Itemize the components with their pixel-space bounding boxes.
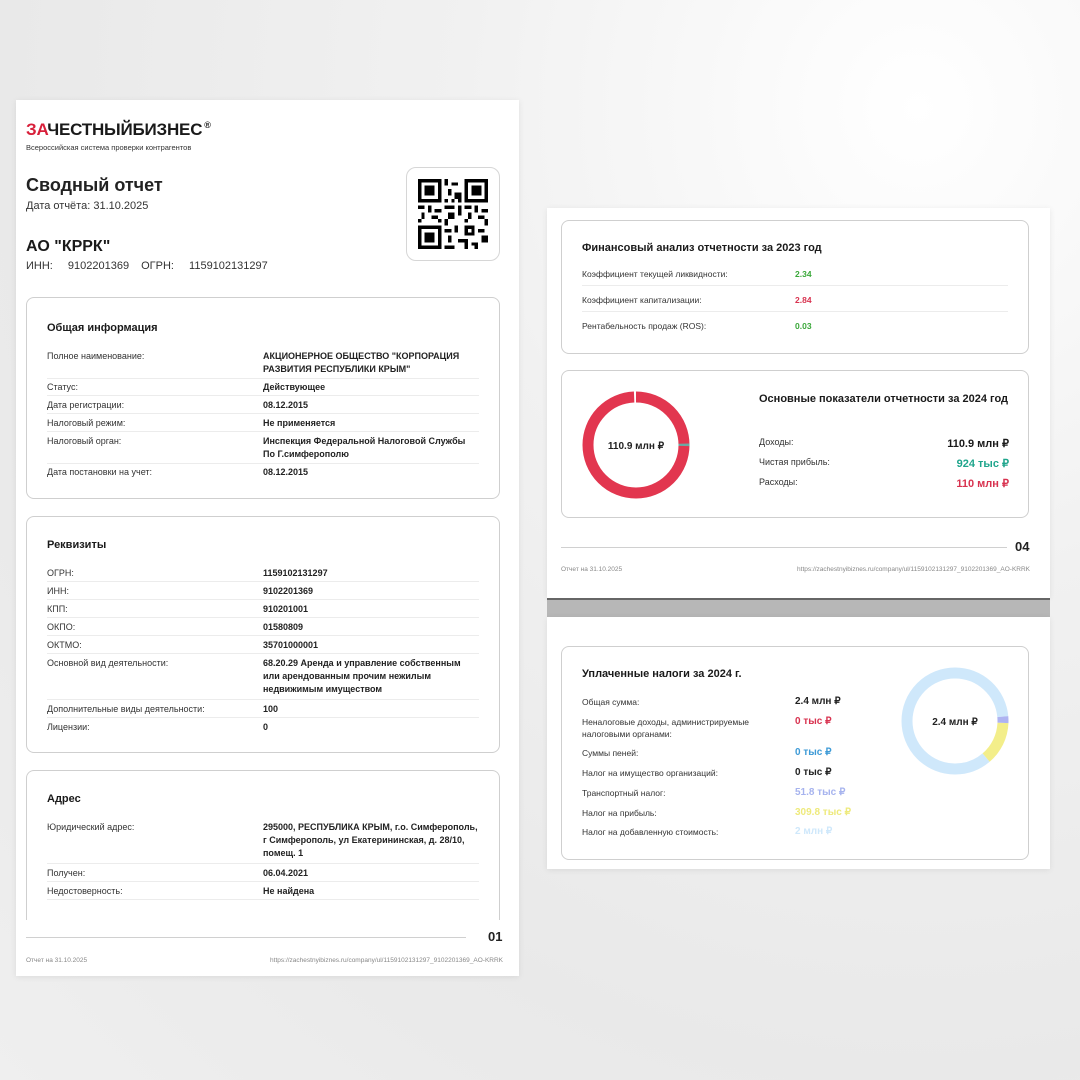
address-card: Адрес Юридический адрес: 295000, РЕСПУБЛИ… [26,770,500,920]
report-page-4: Финансовый анализ отчетности за 2023 год… [547,208,1050,598]
donut-center-label: 110.9 млн ₽ [608,441,665,452]
general-info-card: Общая информация Полное наименование: АКЦ… [26,297,500,499]
general-info-title: Общая информация [47,322,158,334]
profit-ring-segment [582,391,690,499]
logo-subtitle: Всероссийская система проверки контраген… [26,143,192,152]
transport-tax-ring-segment [901,667,1009,775]
requisites-card: Реквизиты ОГРН: 1159102131297 ИНН: 9102201… [26,516,500,753]
address-title: Адрес [47,793,81,805]
vat-ring-segment [901,667,1009,775]
page-number: 04 [1015,539,1030,554]
key-indicators-card: 110.9 млн ₽ Основные показатели отчетнос… [561,370,1029,518]
company-name: АО "КРРК" [26,238,111,255]
footer-date: Отчет на 31.10.2025 [561,566,623,573]
logo: ЗАЧЕСТНЫЙБИЗНЕС ® [26,120,211,139]
footer-url[interactable]: https://zachestnyibiznes.ru/company/ul/1… [797,566,1030,573]
footer-divider [561,547,1007,548]
company-ids: ИНН: 9102201369 ОГРН: 1159102131297 [26,260,268,272]
taxes-card: Уплаченные налоги за 2024 г. Общая сумма… [561,646,1029,860]
qr-code-icon[interactable] [406,167,500,261]
report-page-5: Уплаченные налоги за 2024 г. Общая сумма… [547,617,1050,869]
footer-url[interactable]: https://zachestnyibiznes.ru/company/ul/1… [270,957,503,964]
page-separator [547,598,1050,617]
report-date: Дата отчёта: 31.10.2025 [26,200,149,212]
report-page-1: ЗАЧЕСТНЫЙБИЗНЕС ® Всероссийская система п… [16,100,519,976]
footer-divider [26,937,466,938]
income-donut-chart: 110.9 млн ₽ [582,391,690,499]
donut-center-label: 2.4 млн ₽ [932,717,978,728]
footer-date: Отчет на 31.10.2025 [26,957,88,964]
requisites-title: Реквизиты [47,539,107,551]
financial-analysis-title: Финансовый анализ отчетности за 2023 год [582,242,822,254]
report-title: Сводный отчет [26,175,163,195]
taxes-donut-chart: 2.4 млн ₽ [901,667,1009,775]
taxes-title: Уплаченные налоги за 2024 г. [582,668,742,680]
page-number: 01 [488,929,503,944]
financial-analysis-card: Финансовый анализ отчетности за 2023 год… [561,220,1029,354]
key-indicators-title: Основные показатели отчетности за 2024 г… [759,393,1009,405]
